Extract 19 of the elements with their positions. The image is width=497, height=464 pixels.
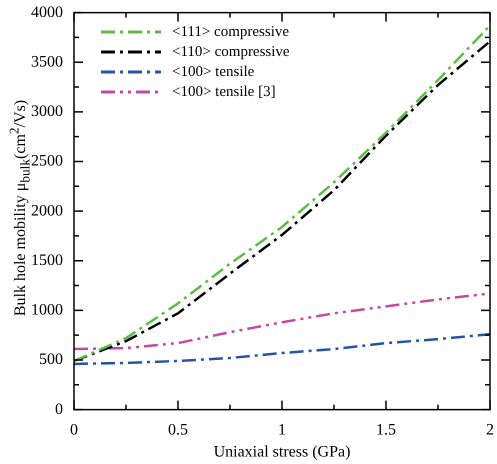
x-tick-label: 0.5 [168, 421, 188, 438]
y-tick-label: 1500 [31, 252, 63, 269]
legend-label: <100> tensile [172, 63, 254, 82]
legend-label: <100> tensile [3] [172, 83, 276, 102]
y-tick-label: 500 [39, 351, 63, 368]
x-tick-label: 2 [486, 421, 494, 438]
y-tick-label: 0 [55, 400, 63, 418]
y-tick-label: 2500 [31, 152, 63, 170]
x-axis-title: Uniaxial stress (GPa) [214, 444, 350, 461]
legend-label: <111> compressive [172, 23, 290, 42]
y-tick-label: 2000 [31, 202, 63, 220]
y-tick-label: 1000 [31, 302, 63, 319]
legend-label: <110> compressive [172, 43, 290, 62]
x-tick-label: 1 [278, 421, 286, 438]
y-tick-label: 4000 [31, 4, 63, 21]
x-tick-label: 1.5 [376, 421, 396, 438]
x-tick-label: 0 [70, 421, 78, 438]
y-tick-label: 3000 [31, 103, 63, 120]
y-tick-label: 3500 [31, 53, 63, 70]
